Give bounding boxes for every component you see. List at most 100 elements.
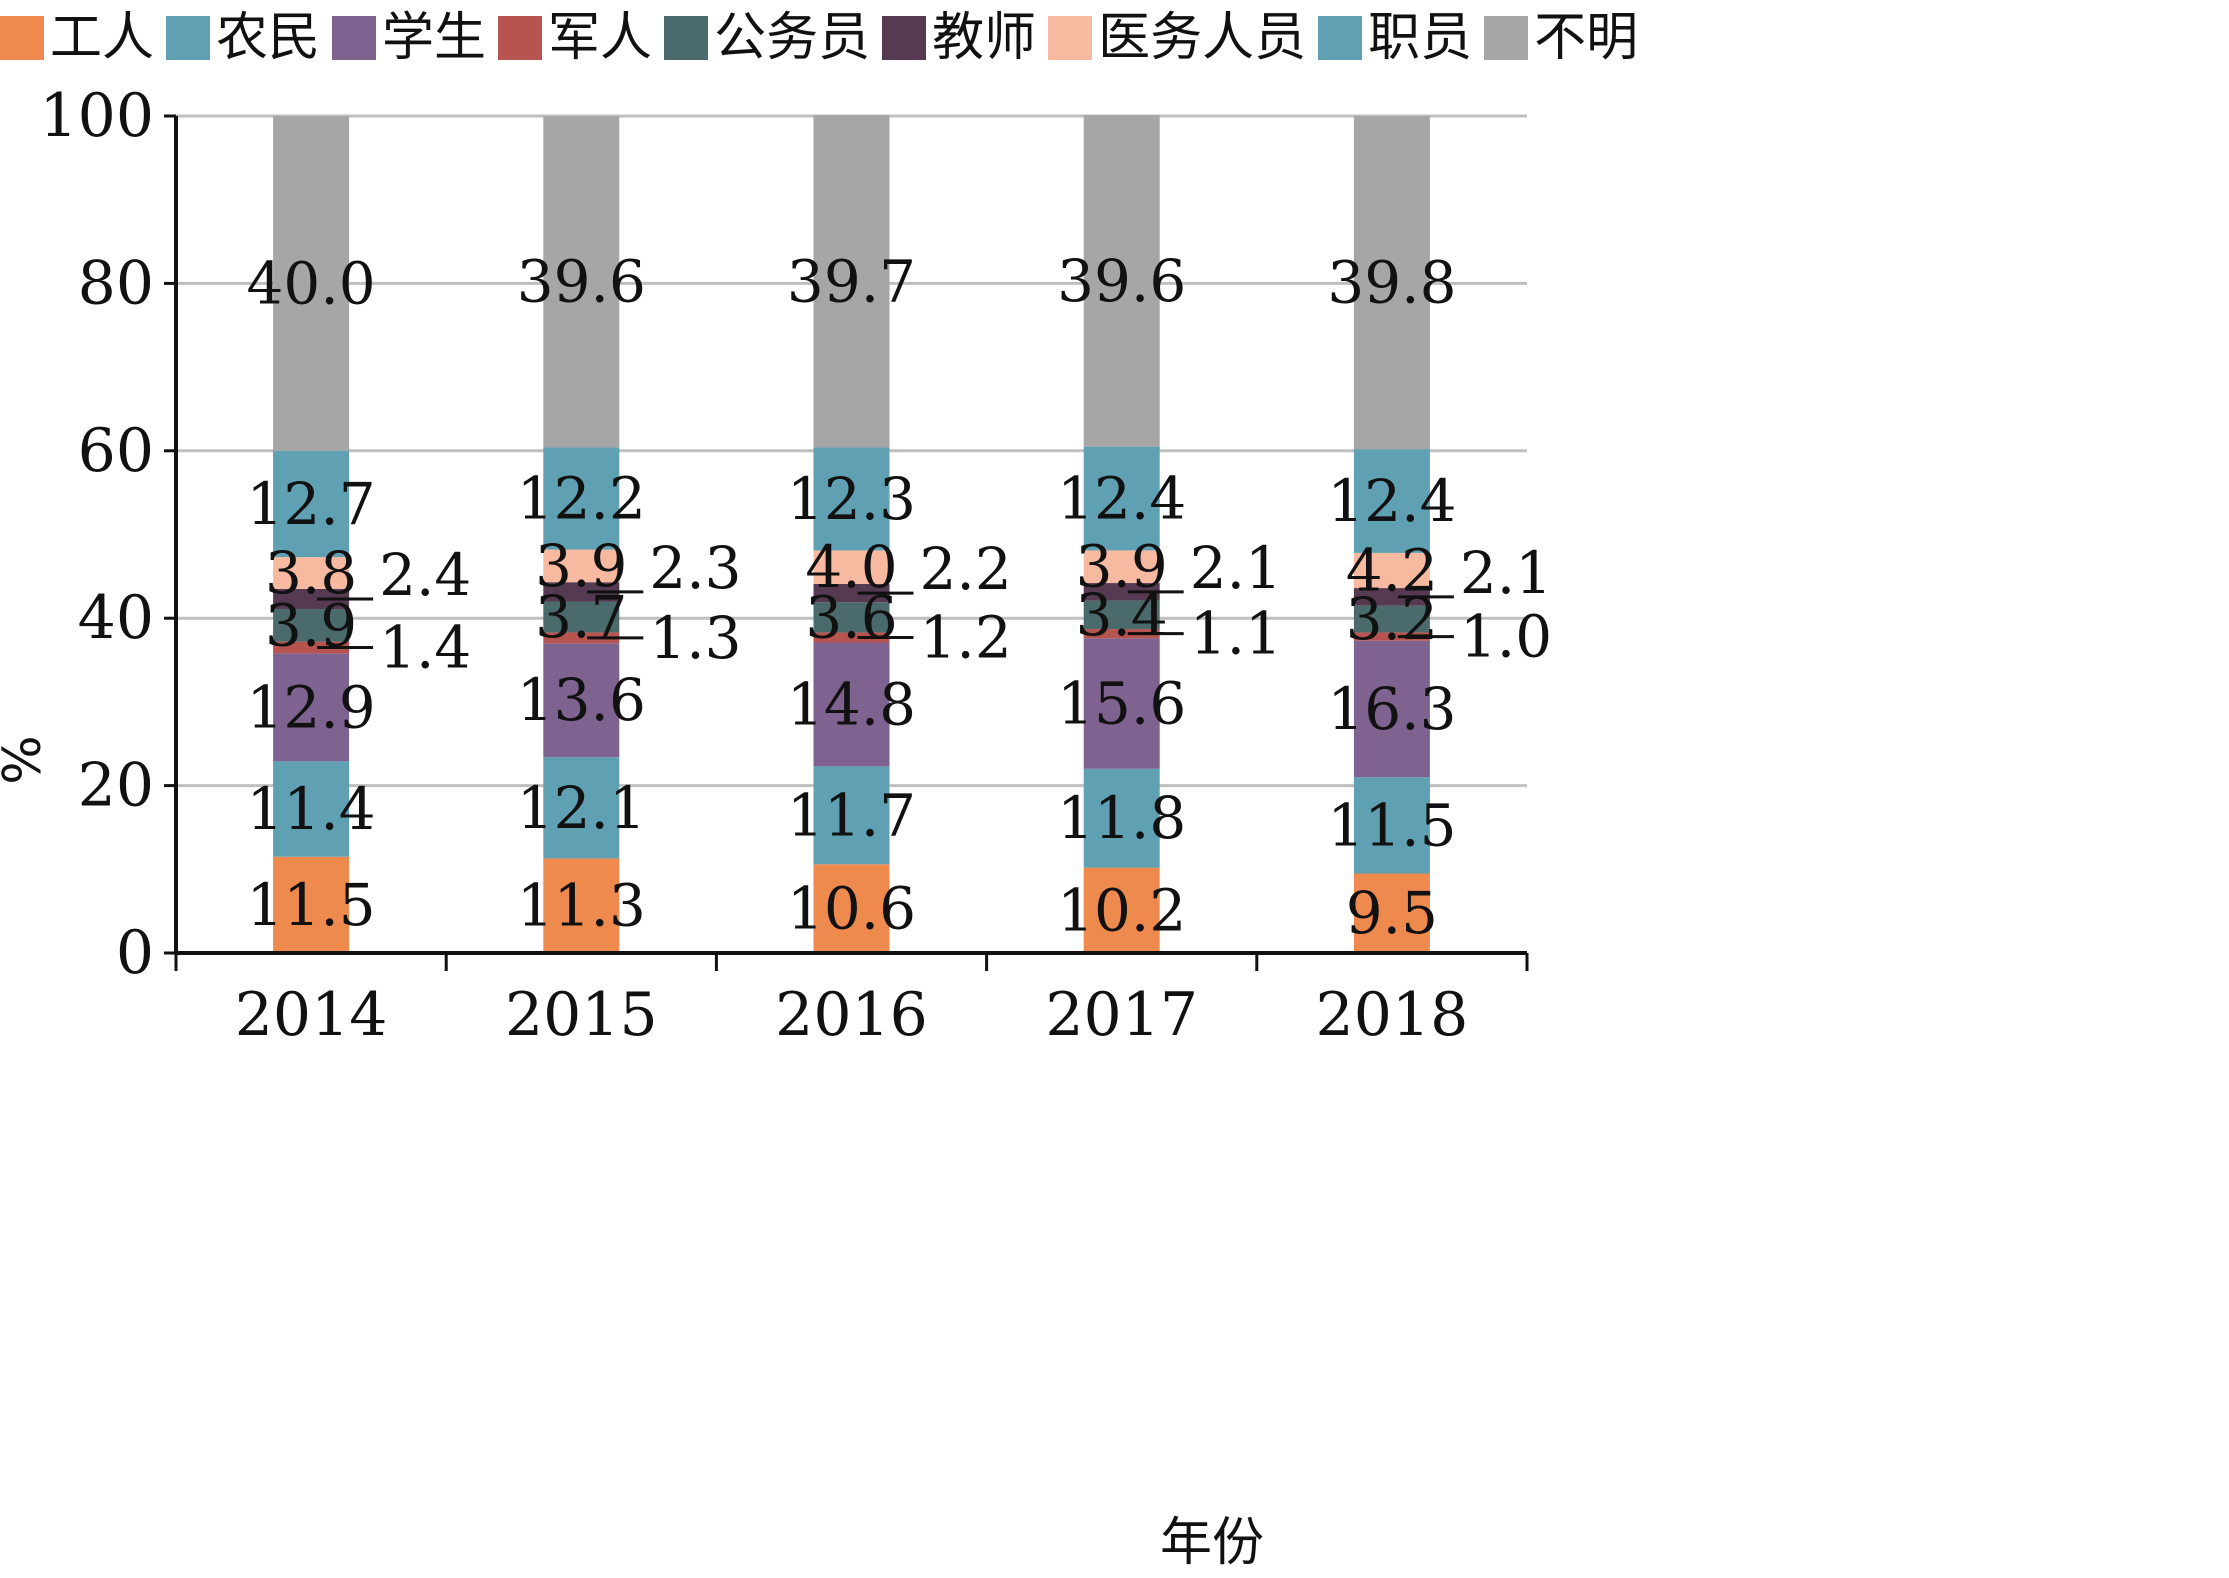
- legend-swatch: [882, 16, 927, 60]
- bar-segment: [273, 588, 350, 609]
- bar-segment: [273, 653, 350, 762]
- bar-segment: [1083, 629, 1160, 639]
- legend-item: 不明: [1484, 12, 1638, 64]
- legend-swatch: [1484, 16, 1529, 60]
- data-label: 11.7: [787, 781, 916, 849]
- bar-segment: [813, 115, 890, 448]
- y-tick-label: 40: [78, 583, 154, 653]
- data-label: 13.6: [517, 666, 646, 734]
- legend-swatch: [332, 16, 377, 60]
- bar-segment: [1083, 867, 1160, 953]
- legend-swatch: [664, 16, 709, 60]
- x-tick-label: 2016: [775, 980, 928, 1050]
- legend-item: 工人: [0, 12, 154, 64]
- bar-segment: [1353, 632, 1430, 641]
- legend-item: 教师: [882, 12, 1036, 64]
- data-label: 3.9: [535, 532, 627, 600]
- data-label: 4.2: [1346, 536, 1438, 604]
- legend-label: 学生: [382, 8, 487, 68]
- data-label: 12.4: [1057, 465, 1186, 533]
- data-label: 12.1: [517, 774, 646, 842]
- data-label: 2.1: [1460, 539, 1552, 607]
- data-label: 39.6: [1057, 247, 1186, 315]
- data-label: 2.2: [920, 535, 1012, 603]
- data-label: 12.9: [247, 673, 376, 741]
- legend-label: 医务人员: [1098, 8, 1307, 68]
- data-label: 11.4: [247, 775, 376, 843]
- bar-segment: [543, 757, 620, 859]
- bar-segment: [543, 858, 620, 953]
- bar-segment: [1353, 116, 1430, 450]
- data-label: 1.3: [649, 604, 741, 672]
- bar-segment: [273, 856, 350, 953]
- data-label: 9.5: [1346, 879, 1438, 947]
- data-label: 11.8: [1057, 784, 1186, 852]
- bar-segment: [1353, 588, 1430, 606]
- bar-segment: [1083, 446, 1160, 551]
- data-label: 1.1: [1190, 600, 1282, 668]
- y-tick-label: 20: [78, 751, 154, 821]
- x-tick-label: 2015: [505, 980, 658, 1050]
- legend-item: 军人: [498, 12, 652, 64]
- bar-segment: [813, 583, 890, 603]
- bar-segment: [543, 632, 620, 644]
- bar-segment: [543, 582, 620, 602]
- data-label: 40.0: [247, 249, 376, 317]
- bar-segment: [1083, 583, 1160, 601]
- legend-label: 不明: [1534, 8, 1639, 68]
- data-label: 12.2: [517, 465, 646, 533]
- bar-segment: [1083, 115, 1160, 447]
- bar-segment: [813, 550, 890, 584]
- bar-segment: [1353, 449, 1430, 553]
- x-tick-label: 2018: [1316, 980, 1469, 1050]
- legend-item: 农民: [166, 12, 320, 64]
- bar-segment: [1083, 638, 1160, 769]
- bar-segment: [1353, 605, 1430, 633]
- bar-segment: [273, 450, 350, 558]
- bar-segment: [543, 116, 620, 448]
- data-label: 1.2: [920, 603, 1012, 671]
- data-label: 3.9: [265, 591, 357, 659]
- y-tick-label: 80: [78, 248, 154, 318]
- bar-segment: [813, 632, 890, 643]
- legend-swatch: [498, 16, 543, 60]
- bar-segment: [1353, 552, 1430, 589]
- bar-segment: [273, 608, 350, 642]
- data-label: 1.0: [1460, 603, 1552, 671]
- bar-segment: [813, 602, 890, 633]
- data-label: 15.6: [1057, 670, 1186, 738]
- data-label: 2.3: [649, 534, 741, 602]
- bar-segment: [813, 642, 890, 767]
- data-label: 11.5: [1327, 791, 1456, 859]
- x-tick-label: 2017: [1045, 980, 1198, 1050]
- data-label: 12.3: [787, 465, 916, 533]
- data-label: 4.0: [805, 533, 897, 601]
- data-label: 12.4: [1327, 467, 1456, 535]
- bar-segment: [273, 557, 350, 589]
- legend-label: 农民: [216, 8, 321, 68]
- legend-item: 职员: [1318, 12, 1472, 64]
- data-label: 10.2: [1057, 876, 1186, 944]
- y-tick-label: 0: [116, 918, 154, 988]
- x-axis-title: 年份: [1160, 1513, 1264, 1573]
- bar-segment: [813, 447, 890, 551]
- legend-swatch: [1318, 16, 1363, 60]
- data-label: 12.7: [247, 470, 376, 538]
- legend-item: 医务人员: [1048, 12, 1306, 64]
- legend-label: 职员: [1368, 8, 1473, 68]
- bar-segment: [543, 643, 620, 758]
- bar-segment: [273, 641, 350, 654]
- data-label: 3.8: [265, 539, 357, 607]
- y-tick-label: 60: [78, 416, 154, 486]
- data-labels: 11.5 11.4 12.91.4 3.9 2.4 3.812.7 40.0 11.3 12.1…: [247, 247, 1553, 947]
- bar-segment: [1083, 550, 1160, 584]
- y-axis-title: %: [0, 735, 53, 784]
- bar-segment: [1353, 640, 1430, 778]
- data-label: 3.9: [1076, 533, 1168, 601]
- data-label: 39.6: [517, 248, 646, 316]
- x-tick-label: 2014: [235, 980, 388, 1050]
- data-label: 3.7: [535, 583, 627, 651]
- data-label: 2.1: [1190, 534, 1282, 602]
- bar-segment: [813, 766, 890, 865]
